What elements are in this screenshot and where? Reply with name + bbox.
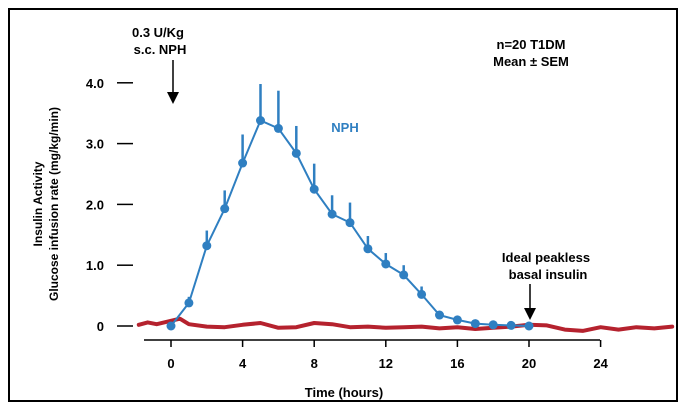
study-annotation-line-1: n=20 T1DM <box>497 37 566 52</box>
x-tick-label: 8 <box>311 356 318 371</box>
basal-arrow <box>524 284 536 320</box>
x-tick-label: 24 <box>593 356 608 371</box>
y-axis-label-line-2: Glucose infusion rate (mg/kg/min) <box>47 107 61 301</box>
chart-frame <box>8 8 678 402</box>
x-tick-label: 4 <box>239 356 247 371</box>
basal-annotation-line-2: basal insulin <box>509 267 588 282</box>
nph-point <box>524 321 534 331</box>
y-tick-label: 3.0 <box>86 137 104 152</box>
nph-point <box>381 259 391 269</box>
nph-point <box>256 115 265 125</box>
nph-point <box>435 310 444 320</box>
x-tick-label: 20 <box>522 356 536 371</box>
nph-series-label: NPH <box>331 120 358 135</box>
nph-point <box>488 320 498 330</box>
nph-point <box>273 123 283 133</box>
nph-point <box>470 319 480 329</box>
y-tick-label: 0 <box>97 319 104 334</box>
nph-point <box>309 184 319 194</box>
y-ticks: 0 1.0 2.0 3.0 4.0 <box>86 76 133 334</box>
nph-point <box>166 321 176 331</box>
x-ticks: 0 4 8 12 16 20 24 <box>167 340 609 371</box>
nph-point <box>452 315 462 325</box>
dose-annotation-line-1: 0.3 U/Kg <box>132 25 184 40</box>
nph-point <box>417 289 427 299</box>
nph-point <box>345 218 355 228</box>
nph-point <box>238 158 248 168</box>
nph-point <box>399 270 409 280</box>
nph-point <box>291 148 301 158</box>
nph-point <box>327 209 337 219</box>
x-axis-label: Time (hours) <box>305 385 384 400</box>
x-tick-label: 12 <box>379 356 393 371</box>
dose-arrow <box>167 60 179 104</box>
x-tick-label: 0 <box>167 356 174 371</box>
dose-annotation-line-2: s.c. NPH <box>134 42 187 57</box>
x-tick-label: 16 <box>450 356 464 371</box>
y-tick-label: 1.0 <box>86 258 104 273</box>
y-tick-label: 2.0 <box>86 197 104 212</box>
basal-insulin-line <box>136 316 675 333</box>
nph-point <box>202 241 212 251</box>
y-axis-label-line-1: Insulin Activity <box>31 161 45 246</box>
basal-annotation-line-1: Ideal peakless <box>502 250 590 265</box>
nph-point <box>184 298 194 308</box>
y-tick-label: 4.0 <box>86 76 104 91</box>
nph-point <box>220 204 230 214</box>
nph-point <box>363 244 373 254</box>
plot-marks <box>136 84 675 333</box>
nph-point <box>506 320 516 330</box>
study-annotation-line-2: Mean ± SEM <box>493 54 569 69</box>
